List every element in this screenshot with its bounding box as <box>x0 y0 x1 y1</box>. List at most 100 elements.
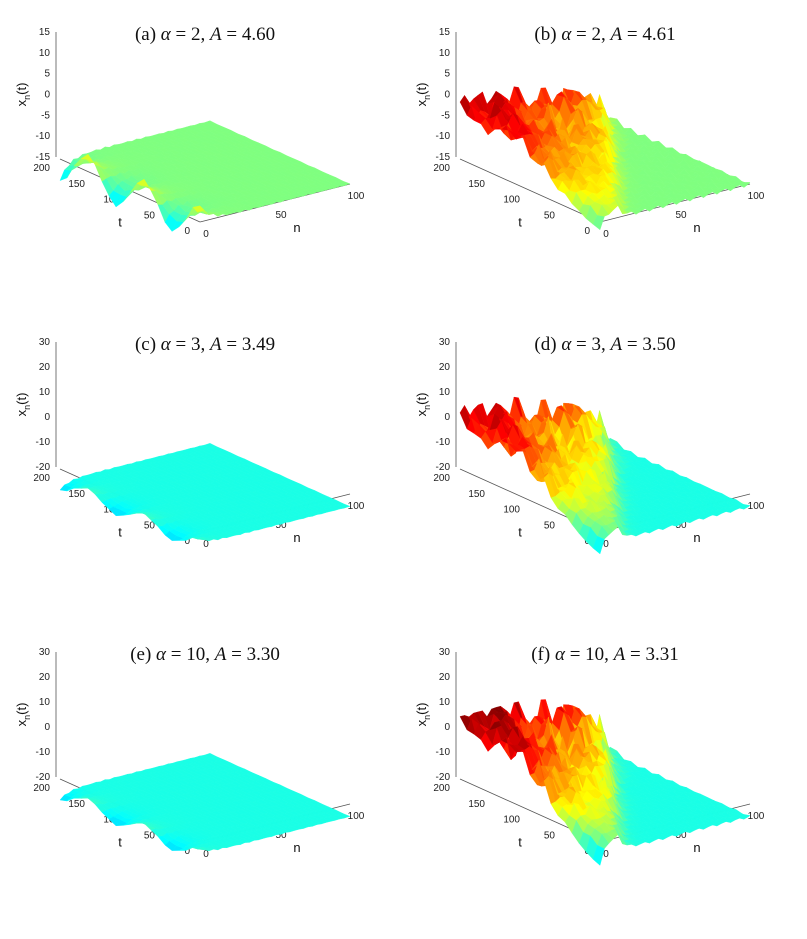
alpha-value: 2 <box>591 24 602 45</box>
chart-title: (b) α = 2, A = 4.61 <box>534 24 676 45</box>
chart-panel: (e) α = 10, A = 3.30050100050100150200-2… <box>5 620 405 930</box>
t-axis-label: t <box>518 835 522 850</box>
alpha-value: 2 <box>190 24 201 45</box>
t-tick-label: 50 <box>544 830 556 841</box>
surface <box>459 86 751 231</box>
surface <box>59 753 351 852</box>
alpha-symbol: α <box>156 644 167 665</box>
t-tick-label: 200 <box>33 783 50 794</box>
t-tick-label: 50 <box>144 210 156 221</box>
chart-panel: (d) α = 3, A = 3.50 0 50 100 0 50 100 150 200-20… <box>405 310 805 620</box>
svg-text:xn(t): xn(t) <box>414 703 432 727</box>
t-axis-label: t <box>118 215 122 230</box>
n-axis-label: n <box>293 530 300 545</box>
z-axis-label: xn(t) <box>414 83 432 107</box>
z-tick-label: -10 <box>36 747 51 758</box>
t-tick-label: 150 <box>468 799 485 810</box>
n-tick-label: 50 <box>275 520 287 531</box>
amplitude-symbol: A <box>610 334 623 355</box>
t-tick-label: 200 <box>433 783 450 794</box>
z-tick-label: -20 <box>36 462 51 473</box>
chart-title: (a) α = 2, A = 4.60 <box>134 24 276 45</box>
n-tick-label: 100 <box>748 811 765 822</box>
t-tick-label: 0 <box>184 226 190 237</box>
t-tick-label: 50 <box>144 520 156 531</box>
z-tick-label: -20 <box>436 772 451 783</box>
z-tick-label: -10 <box>436 131 451 142</box>
amplitude-symbol: A <box>209 24 222 45</box>
z-tick-label: 30 <box>39 647 51 658</box>
z-tick-label: 30 <box>439 647 451 658</box>
alpha-value: 3 <box>591 334 602 355</box>
z-tick-label: -10 <box>36 131 51 142</box>
n-tick-label: 0 <box>203 539 209 550</box>
surface-patch <box>741 181 751 185</box>
chart-panel: (b) α = 2, A = 4.61 0 50 100 0 50 100 150 200 -15… <box>405 0 805 310</box>
z-tick-label: 0 <box>444 722 450 733</box>
amplitude-value: 3.31 <box>645 644 679 665</box>
surface-patch <box>340 503 351 507</box>
t-tick-label: 50 <box>544 210 556 221</box>
amplitude-symbol: A <box>610 24 623 45</box>
z-tick-label: 10 <box>439 387 451 398</box>
n-tick-label: 100 <box>748 191 765 202</box>
n-axis-label: n <box>293 220 300 235</box>
z-tick-label: -20 <box>36 772 51 783</box>
t-axis-label: t <box>518 525 522 540</box>
chart-panel: (c) α = 3, A = 3.49050100050100150200-20… <box>5 310 405 620</box>
n-tick-label: 50 <box>675 830 687 841</box>
z-axis-label: xn(t) <box>14 83 32 107</box>
t-tick-label: 100 <box>503 815 520 826</box>
z-tick-label: 0 <box>444 412 450 423</box>
svg-text:xn(t): xn(t) <box>14 83 32 107</box>
surface <box>59 120 351 232</box>
z-tick-label: -15 <box>436 152 451 163</box>
z-tick-label: 0 <box>44 722 50 733</box>
t-tick-label: 0 <box>584 226 590 237</box>
z-tick-label: 30 <box>39 337 51 348</box>
z-tick-label: 0 <box>444 90 450 101</box>
chart-panel: (f) α = 10, A = 3.31 0 50 100 0 50 100 150 200-2… <box>405 620 805 930</box>
svg-text:xn(t): xn(t) <box>414 393 432 417</box>
z-tick-label: -5 <box>41 110 50 121</box>
z-axis-label: xn(t) <box>414 393 432 417</box>
z-tick-label: 10 <box>439 48 451 59</box>
z-tick-label: -15 <box>36 152 51 163</box>
surface <box>59 443 351 542</box>
alpha-symbol: α <box>561 334 572 355</box>
n-tick-label: 100 <box>348 811 365 822</box>
chart-title: (d) α = 3, A = 3.50 <box>534 334 676 355</box>
z-tick-label: -10 <box>436 437 451 448</box>
svg-text:xn(t): xn(t) <box>14 703 32 727</box>
n-axis-label: n <box>693 220 700 235</box>
panel-label: (f) <box>531 644 551 665</box>
z-tick-label: 10 <box>439 697 451 708</box>
t-axis-label: t <box>118 525 122 540</box>
svg-text:xn(t): xn(t) <box>414 83 432 107</box>
t-tick-label: 0 <box>184 846 190 857</box>
t-tick-label: 200 <box>433 163 450 174</box>
n-tick-label: 100 <box>348 191 365 202</box>
t-tick-label: 150 <box>68 489 85 500</box>
n-tick-label: 100 <box>348 501 365 512</box>
chart-title: (e) α = 10, A = 3.30 <box>130 644 280 665</box>
t-tick-label: 150 <box>468 489 485 500</box>
panel-label: (b) <box>534 24 557 45</box>
surface <box>459 699 751 866</box>
alpha-symbol: α <box>561 24 572 45</box>
z-tick-label: 15 <box>439 27 451 38</box>
t-tick-label: 200 <box>433 473 450 484</box>
z-tick-label: -10 <box>36 437 51 448</box>
t-axis-label: t <box>118 835 122 850</box>
n-axis-label: n <box>693 530 700 545</box>
z-tick-label: 10 <box>39 48 51 59</box>
surface-patch <box>741 503 751 507</box>
panel-label: (a) <box>134 24 157 45</box>
z-axis-label: xn(t) <box>14 393 32 417</box>
n-tick-label: 0 <box>203 849 209 860</box>
z-tick-label: 20 <box>439 672 451 683</box>
z-tick-label: 0 <box>44 412 50 423</box>
